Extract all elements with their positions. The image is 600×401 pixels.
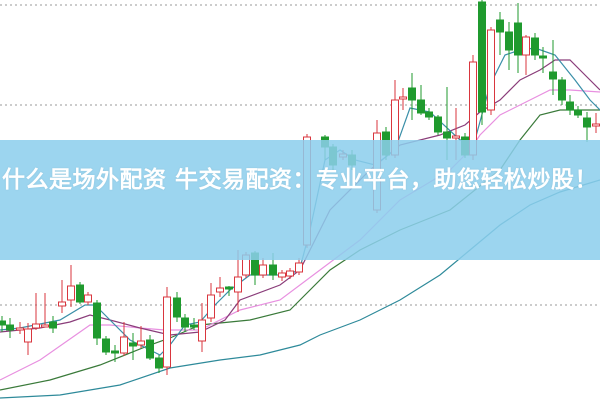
candle-up [163,296,171,368]
candle-down [443,131,451,139]
candle-up [399,96,407,100]
candle-down [583,117,591,128]
candle-up [32,323,40,329]
candle-up [16,327,24,331]
candle-down [531,37,539,56]
candle-down [129,342,137,347]
candle-up [278,272,286,278]
candle-down [566,101,574,111]
moving-average-line-ma-d [0,109,600,391]
candle-down [76,284,84,303]
candle-down [49,321,57,329]
candle-down [514,22,522,56]
candle-down [478,1,486,113]
candle-down [190,324,198,328]
candle-up [137,340,145,346]
candle-up [259,264,267,276]
candle-down [181,317,189,328]
candle-down [225,286,233,290]
candle-up [207,294,215,319]
candle-up [592,123,600,127]
candle-down [425,111,433,118]
candle-up [452,135,460,139]
candle-up [234,276,242,293]
candle-up [286,270,294,277]
candle-down [111,350,119,354]
candle-down [434,116,442,133]
candle-up [41,324,49,328]
candle-down [102,338,110,353]
candle-down [574,109,582,116]
candle-up [58,301,66,307]
candle-up [295,262,303,273]
candle-up [522,36,530,56]
candle-down [146,339,154,359]
candle-down [93,302,101,339]
candle-down [173,297,181,318]
candle-down [549,71,557,80]
candle-up [120,336,128,354]
candle-up [67,285,75,301]
candle-down [505,31,513,51]
candle-down [496,19,504,33]
candle-down [539,55,547,59]
candle-up [487,29,495,111]
candle-down [155,357,163,369]
candle-up [84,294,92,303]
candle-up [24,328,32,343]
candle-down [0,320,6,326]
candle-up [198,319,206,342]
candle-down [6,324,14,331]
candle-up [216,287,224,293]
article-title: 什么是场外配资 牛交易配资：专业平台，助您轻松炒股！ [1,167,598,193]
candle-down [269,264,277,276]
candle-down [558,79,566,101]
title-banner [0,140,600,260]
candle-down [408,87,416,101]
candle-down [417,99,425,114]
